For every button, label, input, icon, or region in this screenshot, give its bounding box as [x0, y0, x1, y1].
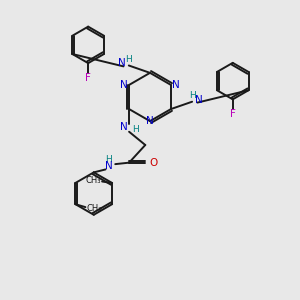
Text: CH₃: CH₃: [86, 204, 102, 213]
Text: O: O: [149, 158, 158, 168]
Text: N: N: [195, 94, 203, 105]
Text: N: N: [146, 116, 154, 126]
Text: CH₃: CH₃: [85, 176, 101, 184]
Text: N: N: [120, 122, 128, 132]
Text: N: N: [120, 80, 128, 90]
Text: N: N: [172, 80, 180, 90]
Text: F: F: [85, 73, 91, 83]
Text: F: F: [230, 109, 236, 119]
Text: H: H: [105, 155, 112, 164]
Text: H: H: [132, 125, 139, 134]
Text: H: H: [189, 91, 196, 100]
Text: H: H: [125, 55, 132, 64]
Text: N: N: [105, 161, 112, 172]
Text: N: N: [118, 58, 126, 68]
